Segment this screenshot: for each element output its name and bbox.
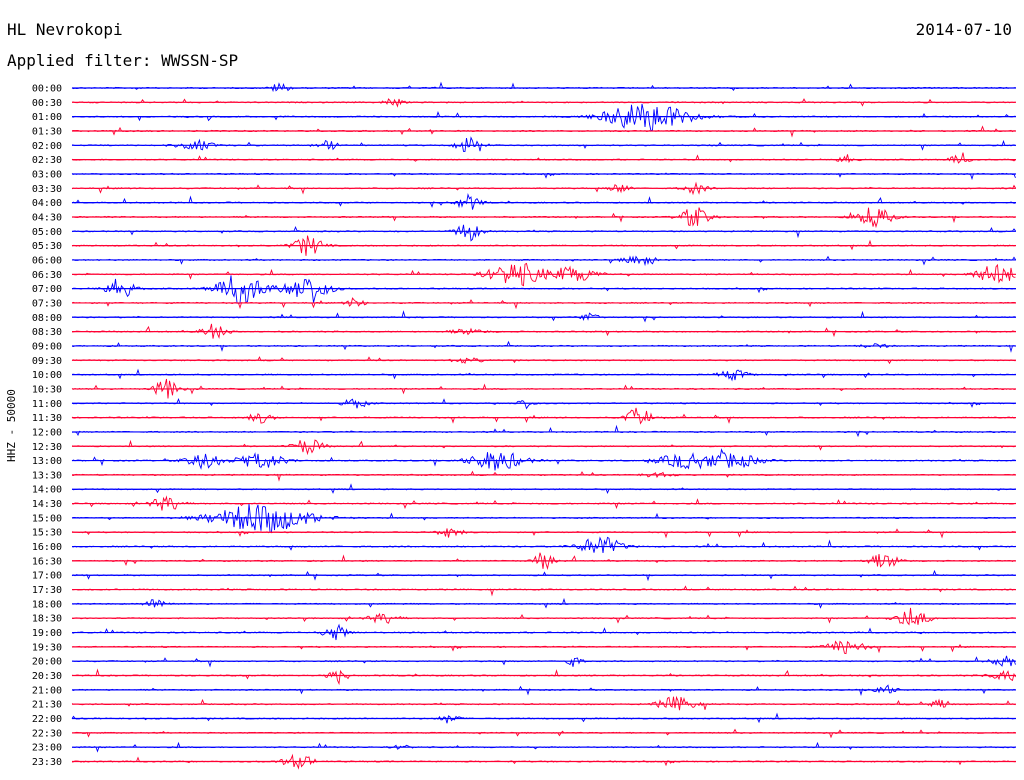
time-tick-label: 10:00 xyxy=(32,370,62,381)
trace-line xyxy=(71,152,1016,164)
time-tick-label: 04:00 xyxy=(32,198,62,209)
time-tick-label: 15:00 xyxy=(32,513,62,524)
time-tick-label: 05:00 xyxy=(32,227,62,238)
trace-line xyxy=(71,224,1016,242)
time-tick-label: 12:30 xyxy=(32,442,62,453)
time-tick-label: 17:30 xyxy=(32,585,62,596)
trace-line xyxy=(71,695,1016,711)
time-tick-label: 20:00 xyxy=(32,657,62,668)
trace-line xyxy=(71,103,1016,132)
time-tick-label: 11:00 xyxy=(32,399,62,410)
trace-line xyxy=(71,407,1016,425)
time-tick-label: 09:00 xyxy=(32,341,62,352)
time-tick-label: 00:00 xyxy=(32,84,62,95)
time-tick-label: 09:30 xyxy=(32,356,62,367)
time-tick-label: 12:00 xyxy=(32,427,62,438)
trace-line xyxy=(71,470,1016,482)
time-tick-label: 03:30 xyxy=(32,184,62,195)
trace-line xyxy=(71,528,1016,539)
trace-line xyxy=(71,607,1016,626)
trace-line xyxy=(71,640,1016,655)
trace-line xyxy=(71,136,1016,152)
trace-line xyxy=(71,536,1016,554)
time-tick-label: 18:30 xyxy=(32,614,62,625)
time-tick-label: 01:30 xyxy=(32,126,62,137)
time-tick-label: 16:00 xyxy=(32,542,62,553)
time-tick-label: 14:30 xyxy=(32,499,62,510)
time-tick-label: 11:30 xyxy=(32,413,62,424)
time-tick-label: 21:30 xyxy=(32,700,62,711)
time-tick-label: 14:00 xyxy=(32,485,62,496)
trace-line xyxy=(71,275,1016,304)
time-tick-label: 16:30 xyxy=(32,556,62,567)
time-tick-label: 07:30 xyxy=(32,298,62,309)
station-title: HL Nevrokopi xyxy=(7,20,123,39)
time-tick-label: 00:30 xyxy=(32,98,62,109)
date-label: 2014-07-10 xyxy=(915,20,1012,39)
time-tick-label: 02:30 xyxy=(32,155,62,166)
time-tick-label: 20:30 xyxy=(32,671,62,682)
time-tick-label: 06:30 xyxy=(32,270,62,281)
time-tick-label: 21:00 xyxy=(32,685,62,696)
trace-line xyxy=(71,310,1016,323)
time-tick-label: 03:00 xyxy=(32,169,62,180)
trace-line xyxy=(71,81,1016,93)
time-tick-label: 10:30 xyxy=(32,384,62,395)
time-tick-label: 08:30 xyxy=(32,327,62,338)
time-tick-label: 19:30 xyxy=(32,642,62,653)
time-tick-label: 13:30 xyxy=(32,470,62,481)
filter-label: Applied filter: WWSSN-SP xyxy=(7,51,239,70)
time-tick-label: 05:30 xyxy=(32,241,62,252)
time-tick-label: 17:00 xyxy=(32,571,62,582)
time-tick-label: 23:00 xyxy=(32,743,62,754)
time-tick-label: 22:00 xyxy=(32,714,62,725)
time-tick-label: 13:00 xyxy=(32,456,62,467)
time-tick-label: 08:00 xyxy=(32,313,62,324)
time-tick-label: 07:00 xyxy=(32,284,62,295)
time-tick-label: 22:30 xyxy=(32,728,62,739)
trace-line xyxy=(71,668,1016,686)
trace-line xyxy=(71,585,1016,597)
time-tick-label: 15:30 xyxy=(32,528,62,539)
time-tick-label: 23:30 xyxy=(32,757,62,768)
trace-line xyxy=(71,340,1016,353)
time-tick-label: 19:00 xyxy=(32,628,62,639)
time-tick-label: 18:00 xyxy=(32,599,62,610)
time-tick-label: 02:00 xyxy=(32,141,62,152)
time-tick-label: 01:00 xyxy=(32,112,62,123)
trace-line xyxy=(71,424,1016,438)
time-tick-label: 04:30 xyxy=(32,212,62,223)
time-tick-label: 06:00 xyxy=(32,255,62,266)
